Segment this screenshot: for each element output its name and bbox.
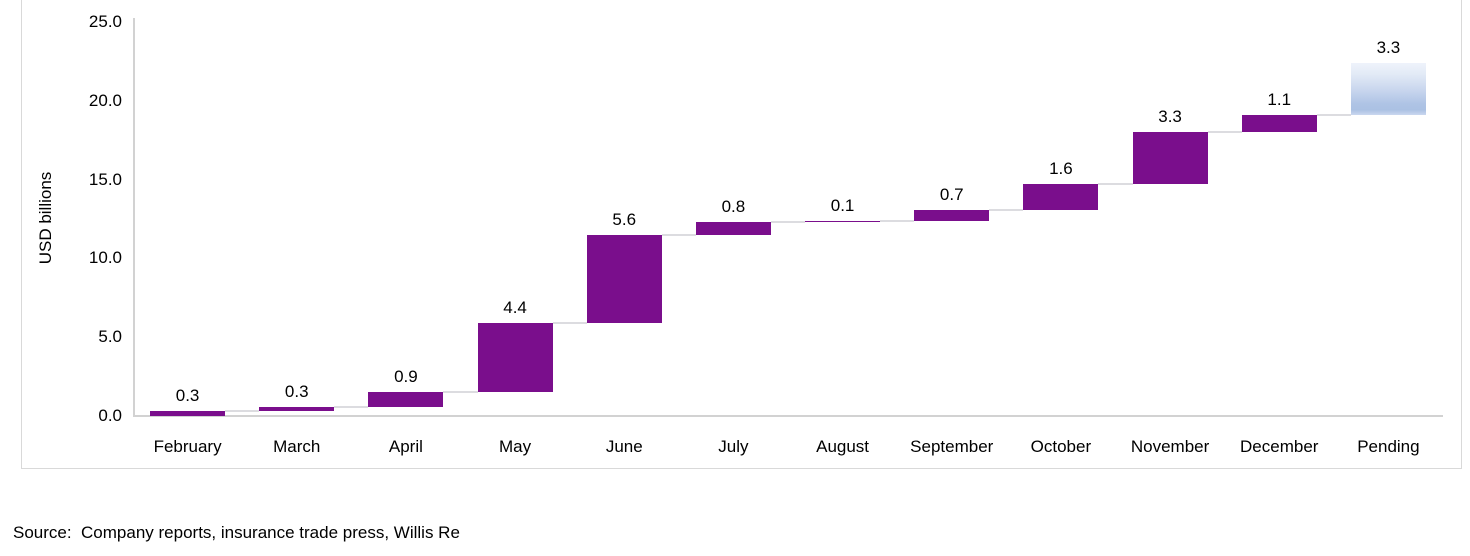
waterfall-connector-line [443, 391, 478, 394]
bar-value-label: 3.3 [1158, 107, 1182, 127]
x-axis-category-label: February [153, 437, 222, 456]
bar-value-label: 0.3 [175, 386, 200, 406]
x-axis-category-label: October [1030, 437, 1092, 456]
x-axis-category-label: July [718, 437, 749, 456]
bar-value-label: 0.3 [284, 381, 309, 401]
x-axis-category-label: Pending [1357, 437, 1420, 456]
waterfall-connector-line [552, 322, 587, 325]
x-axis-line [133, 415, 1443, 417]
waterfall-connector-line [880, 219, 915, 222]
bar-value-label: 4.4 [503, 298, 527, 318]
bar-value-label: 3.3 [1376, 37, 1401, 57]
y-axis-tick-label: 25.0 [88, 12, 122, 31]
bar-november [1132, 132, 1208, 185]
bar-september [914, 209, 990, 221]
y-axis-tick-label: 0.0 [98, 406, 122, 425]
bar-value-label: 5.6 [612, 209, 637, 229]
bar-value-label: 1.6 [1049, 159, 1073, 179]
bar-value-label: 0.8 [721, 197, 746, 217]
bar-august [805, 220, 881, 223]
y-axis-line [133, 18, 135, 416]
x-axis-category-label: March [273, 437, 321, 456]
x-axis-category-label: August [816, 437, 870, 456]
waterfall-connector-line [1207, 131, 1242, 134]
bar-december [1241, 114, 1317, 133]
waterfall-connector-line [989, 208, 1024, 211]
bar-october [1023, 184, 1099, 210]
bar-july [695, 222, 771, 235]
waterfall-connector-line [1316, 113, 1351, 116]
waterfall-connector-line [1098, 183, 1133, 186]
x-axis-category-label: September [910, 437, 994, 456]
bar-may [477, 323, 553, 393]
bar-value-label: 0.7 [939, 184, 964, 204]
x-axis-category-label: November [1130, 437, 1210, 456]
bar-june [586, 234, 662, 323]
waterfall-connector-line [661, 233, 696, 236]
x-axis-category-label: June [605, 437, 643, 456]
bar-value-label: 1.1 [1267, 89, 1292, 109]
waterfall-connector-line [770, 221, 806, 224]
y-axis-tick-label: 5.0 [98, 327, 122, 347]
bar-value-label: 0.9 [394, 367, 418, 387]
bar-value-label: 0.1 [830, 195, 855, 215]
waterfall-connector-line [334, 405, 369, 408]
x-axis-category-label: April [388, 437, 423, 456]
x-axis-category-label: December [1240, 437, 1319, 456]
waterfall-plot-area: USD billions 0.0 5.0 10.0 15.0 20.0 25.0 0.3 Fe… [36, 12, 1443, 456]
bar-pending [1350, 62, 1426, 115]
y-axis-tick-label: 15.0 [88, 169, 122, 189]
bar-march [259, 406, 335, 412]
y-axis-tick-label: 20.0 [88, 90, 122, 110]
waterfall-connector-line [225, 410, 260, 413]
y-axis-tick-label: 10.0 [88, 248, 122, 268]
bar-april [368, 392, 444, 407]
source-note: Source: Company reports, insurance trade… [13, 523, 460, 542]
x-axis-category-label: May [499, 437, 532, 456]
bar-february [150, 411, 226, 416]
